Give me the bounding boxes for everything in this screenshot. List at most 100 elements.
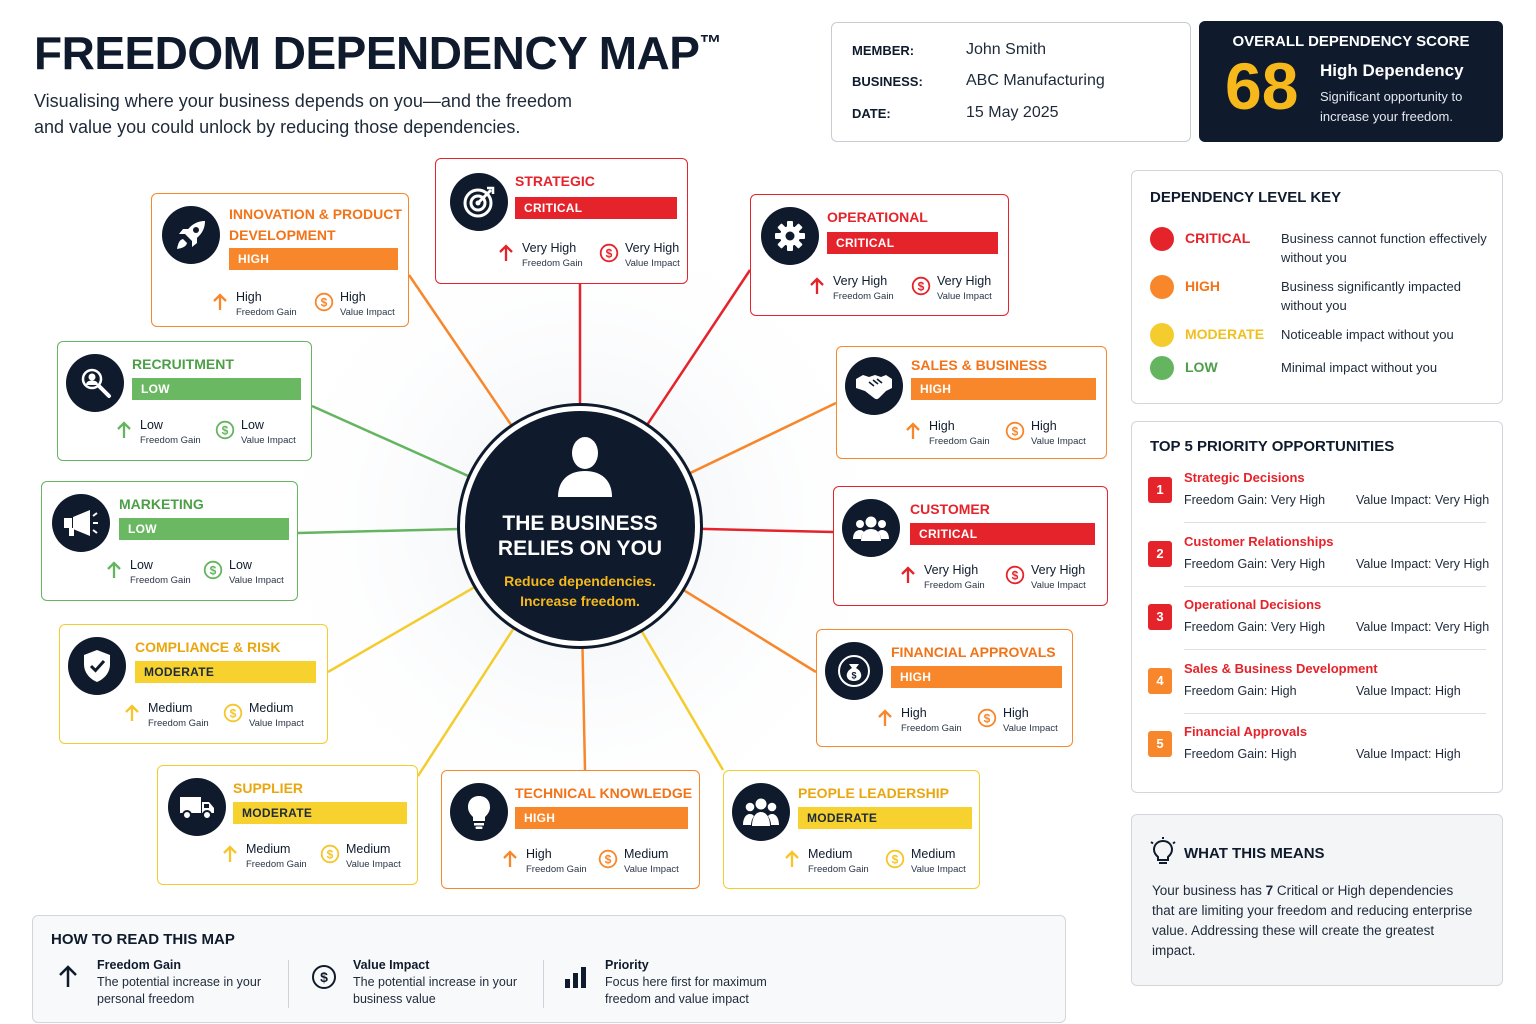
freedom-gain-metric: High Freedom Gain — [500, 847, 587, 875]
means-text: Your business has 7 Critical or High dep… — [1152, 883, 1473, 958]
key-item-critical: CRITICAL Business cannot function effect… — [1150, 227, 1495, 267]
value-impact-metric: $ Low Value Impact — [203, 558, 284, 586]
freedom-gain-metric: High Freedom Gain — [903, 419, 990, 447]
member-label: MEMBER: — [852, 43, 915, 58]
value-impact-metric: $ Very High Value Impact — [911, 274, 992, 302]
business-label: BUSINESS: — [852, 74, 923, 89]
level-badge: HIGH — [911, 378, 1096, 400]
freedom-gain-metric: High Freedom Gain — [875, 706, 962, 734]
hub-heading: THE BUSINESS RELIES ON YOU — [497, 512, 663, 560]
priority-rank: 1 — [1148, 477, 1172, 503]
priority-value: Value Impact: Very High — [1356, 620, 1490, 634]
key-item-low: LOW Minimal impact without you — [1150, 356, 1495, 380]
key-title: DEPENDENCY LEVEL KEY — [1150, 189, 1342, 206]
priority-name: Operational Decisions — [1184, 597, 1322, 612]
overall-score-box: OVERALL DEPENDENCY SCORE 68 High Depende… — [1199, 21, 1503, 142]
svg-text:$: $ — [1012, 569, 1019, 583]
recruit-icon — [66, 354, 124, 412]
svg-text:$: $ — [321, 296, 328, 310]
member-value: John Smith — [966, 41, 1047, 58]
freedom-gain-arrow-icon — [125, 704, 139, 721]
priority-divider — [1184, 522, 1486, 523]
svg-text:$: $ — [210, 564, 217, 578]
freedom-gain-metric: Very High Freedom Gain — [496, 241, 583, 269]
freedom-gain-arrow-icon — [906, 422, 920, 439]
svg-text:$: $ — [605, 853, 612, 867]
member-info-box: MEMBER: John Smith BUSINESS: ABC Manufactu… — [831, 22, 1191, 142]
area-card-compliance[interactable]: COMPLIANCE & RISK MODERATE Medium Freedom G… — [59, 624, 328, 744]
handshake-icon — [845, 357, 903, 415]
moderate-dot — [1150, 323, 1174, 347]
priority-name: Customer Relationships — [1184, 533, 1334, 549]
priority-panel: TOP 5 PRIORITY OPPORTUNITIES 1 Strategic … — [1131, 421, 1503, 793]
priority-value: Value Impact: High — [1356, 683, 1461, 698]
priority-freedom: Freedom Gain: Very High — [1184, 620, 1326, 634]
lightbulb-outline-icon — [1150, 837, 1176, 864]
key-item-high: HIGH Business significantly impacted wit… — [1150, 275, 1495, 315]
priority-rank: 5 — [1148, 731, 1172, 757]
area-card-operational[interactable]: OPERATIONAL DECISIONSCRITICALVery HighFr… — [750, 194, 1009, 316]
level-badge: CRITICAL — [827, 232, 998, 254]
area-card-sales[interactable]: SALES & BUSINESS DEVELOPMENTHIGHHighFree… — [836, 346, 1107, 459]
freedom-gain-metric: Low Freedom Gain — [114, 418, 201, 446]
value-impact-dollar-icon: $ — [203, 560, 223, 580]
level-badge: CRITICAL — [515, 197, 677, 219]
area-title: MARKETING — [119, 496, 204, 512]
area-title: RECRUITMENT — [132, 356, 234, 372]
priority-rank: 2 — [1148, 540, 1172, 567]
arrow-up-icon — [59, 965, 77, 987]
area-title: COMPLIANCE & RISK — [135, 639, 281, 655]
freedom-gain-arrow-icon — [901, 566, 915, 583]
dependency-key-panel: DEPENDENCY LEVEL KEY CRITICAL Business c… — [1131, 170, 1503, 404]
bar-chart-icon — [565, 967, 586, 988]
level-badge: HIGH — [515, 807, 688, 829]
priority-name: Strategic Decisions — [1184, 470, 1305, 485]
truck-icon — [168, 778, 226, 836]
svg-text:$: $ — [222, 424, 229, 438]
value-impact-metric: $ Low Value Impact — [215, 418, 296, 446]
freedom-gain-metric: High Freedom Gain — [210, 290, 297, 318]
business-value: ABC Manufacturing — [966, 72, 1105, 89]
svg-text:$: $ — [918, 280, 925, 294]
howto-freedom-gain: Freedom Gain The potential increase in yo… — [55, 958, 277, 1008]
level-badge: MODERATE — [135, 661, 316, 683]
svg-text:$: $ — [851, 671, 856, 681]
area-card-recruitment[interactable]: RECRUITMENT LOW Low Freedom Gain $ Low Value I… — [57, 341, 312, 461]
value-impact-metric: $ Very High Value Impact — [1005, 563, 1086, 591]
area-card-financial[interactable]: $ FINANCIAL APPROVALS HIGH High Freedom Gain… — [816, 629, 1073, 747]
priority-rank: 3 — [1148, 604, 1172, 630]
area-card-strategic[interactable]: STRATEGIC DECISIONSCRITICALVery HighFree… — [435, 158, 688, 284]
level-badge: MODERATE — [798, 807, 972, 829]
priority-name: Financial Approvals — [1184, 724, 1308, 739]
freedom-gain-arrow-icon — [785, 850, 799, 867]
freedom-gain-arrow-icon — [499, 244, 513, 261]
value-impact-dollar-icon: $ — [977, 708, 997, 728]
value-impact-metric: $ Medium Value Impact — [598, 847, 679, 875]
megaphone-icon — [52, 494, 110, 552]
howto-title: HOW TO READ THIS MAP — [51, 931, 235, 948]
svg-text:$: $ — [320, 969, 328, 985]
shield-icon — [68, 637, 126, 695]
area-card-innovation[interactable]: INNOVATION & PRODUCT DEVELOPMENT HIGH High… — [151, 193, 409, 327]
area-card-technical[interactable]: TECHNICAL KNOWLEDGE HIGH High Freedom Gain $… — [441, 770, 700, 889]
means-title: WHAT THIS MEANS — [1184, 845, 1325, 862]
priority-title: TOP 5 PRIORITY OPPORTUNITIES — [1150, 438, 1395, 455]
area-card-supplier[interactable]: SUPPLIER RELATIONSHIPSMODERATEMediumFree… — [157, 765, 418, 885]
freedom-gain-arrow-icon — [810, 277, 824, 294]
area-card-people[interactable]: PEOPLE LEADERSHIP MODERATE Medium Freedom G… — [723, 770, 980, 889]
area-card-customer[interactable]: CUSTOMER RELATIONSHIPSCRITICALVery HighF… — [833, 486, 1108, 606]
how-to-read-panel: HOW TO READ THIS MAP Freedom Gain The pot… — [32, 915, 1066, 1023]
target-icon — [450, 173, 508, 231]
priority-freedom: Freedom Gain: High — [1184, 747, 1297, 761]
area-card-marketing[interactable]: MARKETING LOW Low Freedom Gain $ Low Value Imp… — [41, 481, 298, 601]
priority-rank: 4 — [1148, 667, 1172, 694]
value-impact-dollar-icon: $ — [314, 292, 334, 312]
value-impact-dollar-icon: $ — [911, 276, 931, 296]
freedom-gain-arrow-icon — [878, 709, 892, 726]
priority-freedom: Freedom Gain: Very High — [1184, 493, 1326, 507]
date-label: DATE: — [852, 106, 891, 121]
score-heading: OVERALL DEPENDENCY SCORE — [1232, 33, 1470, 50]
area-title: FINANCIAL APPROVALS — [891, 644, 1056, 660]
howto-divider — [543, 960, 544, 1008]
svg-text:$: $ — [230, 707, 237, 721]
